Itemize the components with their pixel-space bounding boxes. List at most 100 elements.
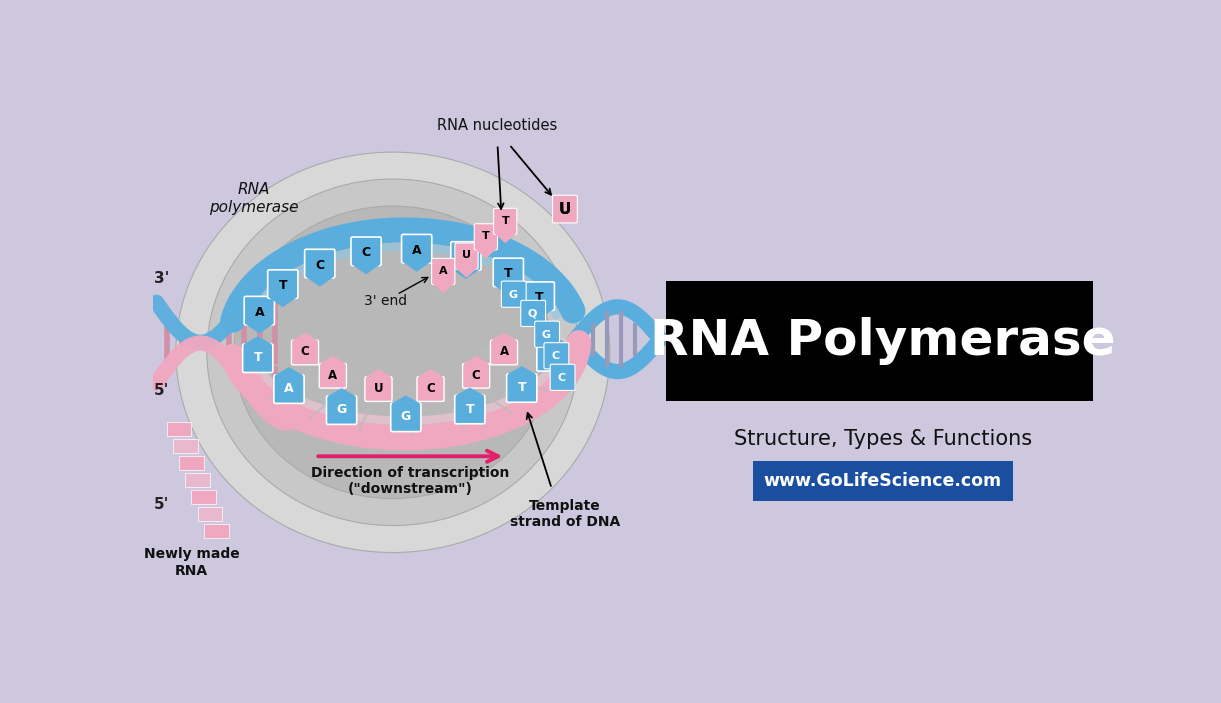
Text: 5': 5'	[154, 496, 170, 512]
Polygon shape	[245, 323, 272, 333]
FancyBboxPatch shape	[553, 195, 578, 223]
Text: 3': 3'	[154, 271, 170, 286]
FancyBboxPatch shape	[535, 321, 559, 347]
Polygon shape	[366, 370, 391, 378]
Text: T: T	[535, 291, 543, 304]
FancyBboxPatch shape	[520, 300, 546, 326]
FancyBboxPatch shape	[326, 396, 357, 425]
Polygon shape	[306, 276, 333, 286]
FancyBboxPatch shape	[416, 377, 444, 401]
Polygon shape	[496, 233, 515, 243]
Text: Template
strand of DNA: Template strand of DNA	[510, 499, 620, 529]
FancyBboxPatch shape	[455, 243, 479, 269]
Polygon shape	[276, 368, 303, 375]
Ellipse shape	[234, 206, 552, 498]
Text: 3' end: 3' end	[364, 294, 407, 308]
Polygon shape	[476, 248, 496, 257]
Text: A: A	[411, 244, 421, 257]
Text: U: U	[559, 202, 571, 217]
Polygon shape	[452, 269, 480, 278]
Text: T: T	[278, 279, 287, 292]
FancyBboxPatch shape	[391, 403, 421, 432]
Bar	[166, 423, 192, 437]
Text: C: C	[471, 368, 481, 382]
Polygon shape	[293, 333, 317, 341]
Bar	[204, 524, 228, 538]
FancyBboxPatch shape	[451, 242, 481, 270]
Polygon shape	[321, 356, 344, 364]
Text: A: A	[547, 350, 557, 363]
FancyBboxPatch shape	[491, 340, 518, 365]
Polygon shape	[244, 337, 271, 344]
Text: C: C	[361, 246, 371, 259]
Bar	[753, 461, 1013, 501]
Text: Direction of transcription
("downstream"): Direction of transcription ("downstream"…	[310, 466, 509, 496]
FancyBboxPatch shape	[524, 282, 554, 311]
Text: C: C	[552, 352, 559, 361]
Bar	[192, 490, 216, 504]
Text: Structure, Types & Functions: Structure, Types & Functions	[734, 430, 1032, 449]
Text: G: G	[542, 330, 551, 340]
Text: RNA
polymerase: RNA polymerase	[209, 182, 298, 214]
Polygon shape	[419, 370, 442, 378]
FancyBboxPatch shape	[507, 374, 537, 402]
Text: A: A	[499, 345, 509, 359]
Text: T: T	[502, 216, 509, 226]
Text: 5': 5'	[154, 382, 170, 398]
Polygon shape	[508, 367, 535, 375]
Text: U: U	[559, 202, 571, 217]
Polygon shape	[392, 396, 419, 404]
Text: A: A	[438, 266, 448, 276]
FancyBboxPatch shape	[267, 270, 298, 298]
FancyBboxPatch shape	[551, 364, 575, 390]
FancyBboxPatch shape	[243, 344, 272, 373]
FancyBboxPatch shape	[350, 237, 381, 266]
Text: Q: Q	[527, 309, 537, 319]
Text: G: G	[400, 411, 411, 423]
Polygon shape	[495, 285, 521, 295]
Text: A: A	[284, 382, 294, 395]
Polygon shape	[433, 283, 453, 292]
Ellipse shape	[206, 179, 579, 526]
FancyBboxPatch shape	[402, 234, 432, 263]
Text: www.GoLifeScience.com: www.GoLifeScience.com	[763, 472, 1001, 490]
FancyBboxPatch shape	[545, 342, 569, 369]
Text: G: G	[337, 404, 347, 416]
Bar	[198, 507, 222, 521]
Text: U: U	[462, 250, 471, 260]
Polygon shape	[403, 262, 430, 271]
Text: C: C	[426, 382, 435, 395]
Polygon shape	[457, 268, 476, 277]
FancyBboxPatch shape	[305, 250, 335, 278]
Polygon shape	[328, 389, 355, 396]
Polygon shape	[353, 264, 380, 273]
Text: RNA Polymerase: RNA Polymerase	[650, 317, 1116, 365]
FancyBboxPatch shape	[320, 363, 347, 388]
Polygon shape	[538, 336, 565, 343]
Text: A: A	[462, 251, 471, 264]
FancyBboxPatch shape	[502, 281, 526, 307]
FancyBboxPatch shape	[493, 258, 524, 287]
FancyBboxPatch shape	[474, 224, 497, 250]
FancyBboxPatch shape	[244, 297, 275, 325]
Polygon shape	[464, 356, 488, 364]
Text: U: U	[374, 382, 383, 395]
FancyBboxPatch shape	[274, 375, 304, 404]
Bar	[179, 456, 204, 470]
FancyBboxPatch shape	[463, 363, 490, 388]
Text: A: A	[328, 368, 337, 382]
FancyBboxPatch shape	[365, 377, 392, 401]
Text: T: T	[482, 231, 490, 241]
FancyBboxPatch shape	[493, 208, 516, 235]
Polygon shape	[492, 333, 516, 341]
Text: T: T	[465, 403, 474, 415]
Text: A: A	[254, 306, 264, 318]
Text: T: T	[518, 381, 526, 394]
Bar	[665, 281, 1094, 401]
Bar	[186, 473, 210, 487]
Text: T: T	[254, 352, 263, 364]
Polygon shape	[526, 309, 553, 318]
Text: T: T	[504, 267, 513, 280]
Text: C: C	[300, 345, 309, 359]
FancyBboxPatch shape	[537, 342, 567, 371]
